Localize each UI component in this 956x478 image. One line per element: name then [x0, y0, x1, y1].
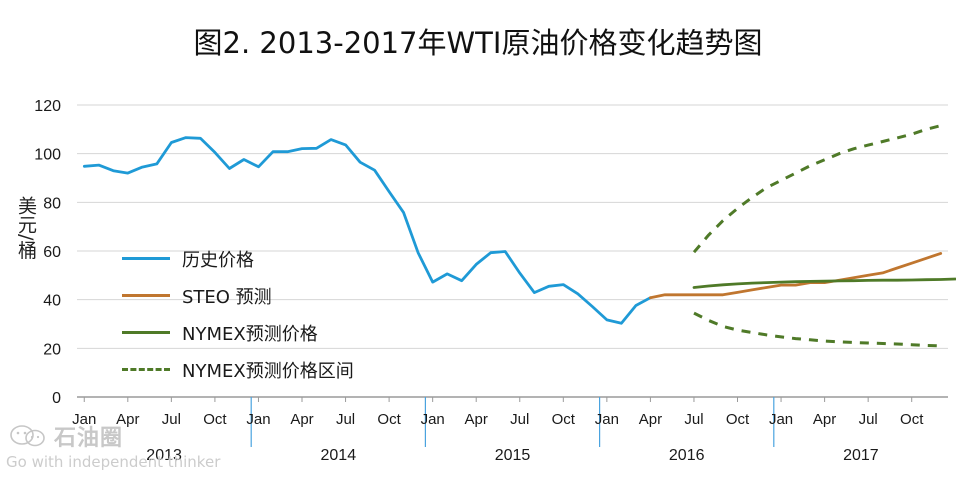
month-tick-label-0: Jan	[72, 411, 96, 428]
year-label-2016: 2016	[669, 447, 705, 464]
series	[82, 124, 956, 348]
legend-label-1: STEO 预测	[182, 286, 272, 308]
series-lower-bound-3	[693, 311, 941, 348]
month-tick-label-27: Apr	[465, 411, 488, 428]
year-label-2014: 2014	[321, 447, 357, 464]
month-tick-label-45: Oct	[726, 411, 750, 428]
month-tick-label-51: Apr	[813, 411, 836, 428]
legend-swatch-1	[122, 294, 170, 297]
month-tick-label-9: Oct	[203, 411, 227, 428]
wechat-icon	[10, 425, 45, 447]
legend-label-0: 历史价格	[182, 249, 254, 271]
series-line-1	[649, 252, 943, 300]
y-tick-label-60: 60	[43, 244, 61, 261]
legend-swatch-0	[122, 257, 170, 260]
y-tick-label-120: 120	[34, 98, 61, 115]
y-tick-label-100: 100	[34, 147, 61, 164]
legend-item-0: 历史价格	[122, 240, 354, 277]
month-tick-label-18: Jul	[336, 411, 355, 428]
legend-swatch-3	[122, 368, 170, 371]
month-tick-label-24: Jan	[421, 411, 445, 428]
month-tick-label-33: Oct	[552, 411, 576, 428]
month-tick-label-42: Jul	[684, 411, 703, 428]
month-tick-label-48: Jan	[769, 411, 793, 428]
month-tick-label-12: Jan	[246, 411, 270, 428]
year-label-2013: 2013	[146, 447, 182, 464]
legend-item-1: STEO 预测	[122, 277, 354, 314]
chart-title: 图2. 2013-2017年WTI原油价格变化趋势图	[193, 26, 763, 60]
legend-swatch-2	[122, 331, 170, 334]
y-tick-label-80: 80	[43, 195, 61, 212]
legend-label-3: NYMEX预测价格区间	[182, 360, 354, 382]
month-tick-label-15: Apr	[290, 411, 313, 428]
axes	[77, 396, 948, 447]
month-tick-label-36: Jan	[595, 411, 619, 428]
y-axis-label: 美元/桶	[15, 196, 37, 260]
year-label-2015: 2015	[495, 447, 531, 464]
series-line-0	[82, 136, 652, 325]
month-tick-label-54: Jul	[859, 411, 878, 428]
series-upper-bound-3	[692, 124, 942, 254]
month-tick-label-57: Oct	[900, 411, 924, 428]
y-tick-label-20: 20	[43, 341, 61, 358]
y-tick-label-40: 40	[43, 293, 61, 310]
gridlines	[77, 104, 948, 349]
legend-label-2: NYMEX预测价格	[182, 323, 318, 345]
month-tick-label-39: Apr	[639, 411, 662, 428]
y-tick-label-0: 0	[52, 390, 61, 407]
month-tick-label-21: Oct	[377, 411, 401, 428]
legend-item-3: NYMEX预测价格区间	[122, 351, 354, 388]
series-line-2	[692, 277, 956, 289]
legend: 历史价格 STEO 预测 NYMEX预测价格 NYMEX预测价格区间	[122, 240, 354, 388]
legend-item-2: NYMEX预测价格	[122, 314, 354, 351]
watermark-logo: 石油圈	[54, 426, 124, 451]
month-tick-label-30: Jul	[510, 411, 529, 428]
month-tick-label-3: Apr	[116, 411, 139, 428]
watermark-slogan: Go with independent thinker	[6, 453, 221, 471]
year-label-2017: 2017	[843, 447, 879, 464]
watermark: 石油圈 Go with independent thinker	[6, 420, 220, 471]
month-tick-label-6: Jul	[162, 411, 181, 428]
tick-labels: 0 20 40 60 80 100 120 2013 2014 2015 2016 2017 Jan Ap…	[34, 98, 924, 464]
